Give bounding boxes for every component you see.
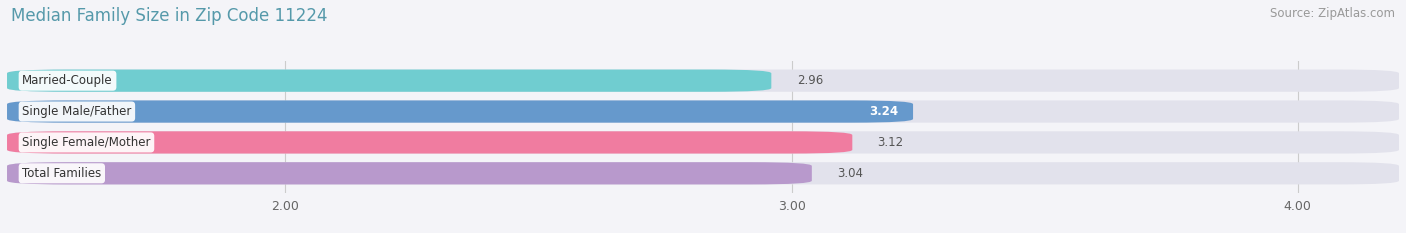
Text: 3.12: 3.12 <box>877 136 904 149</box>
Text: Source: ZipAtlas.com: Source: ZipAtlas.com <box>1270 7 1395 20</box>
Text: 2.96: 2.96 <box>797 74 823 87</box>
Text: 3.24: 3.24 <box>869 105 898 118</box>
FancyBboxPatch shape <box>7 162 1399 185</box>
FancyBboxPatch shape <box>7 162 811 185</box>
Text: Total Families: Total Families <box>22 167 101 180</box>
Text: Single Female/Mother: Single Female/Mother <box>22 136 150 149</box>
FancyBboxPatch shape <box>7 69 772 92</box>
FancyBboxPatch shape <box>7 131 852 154</box>
FancyBboxPatch shape <box>7 131 1399 154</box>
Text: Married-Couple: Married-Couple <box>22 74 112 87</box>
Text: Single Male/Father: Single Male/Father <box>22 105 132 118</box>
FancyBboxPatch shape <box>7 100 1399 123</box>
Text: 3.04: 3.04 <box>837 167 863 180</box>
FancyBboxPatch shape <box>7 69 1399 92</box>
FancyBboxPatch shape <box>7 100 912 123</box>
Text: Median Family Size in Zip Code 11224: Median Family Size in Zip Code 11224 <box>11 7 328 25</box>
